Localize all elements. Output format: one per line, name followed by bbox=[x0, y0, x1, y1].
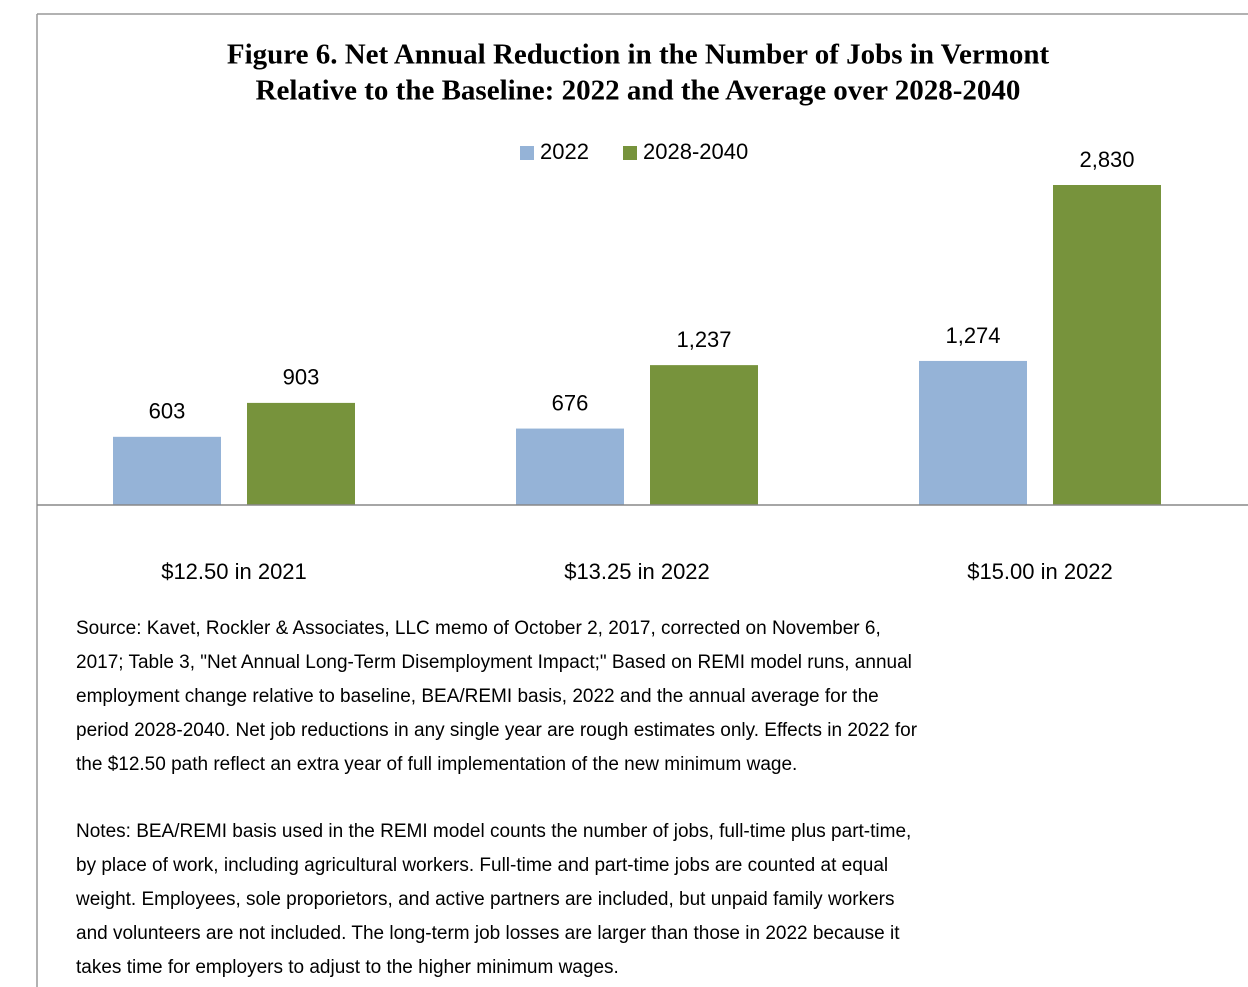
bar bbox=[247, 402, 355, 505]
value-label: 1,237 bbox=[676, 327, 731, 352]
chart-title: Relative to the Baseline: 2022 and the A… bbox=[256, 75, 1021, 107]
value-label: 676 bbox=[552, 390, 589, 415]
source-line: the $12.50 path reflect an extra year of… bbox=[76, 754, 797, 775]
value-label: 903 bbox=[283, 365, 320, 390]
bar bbox=[1053, 185, 1161, 505]
source-line: 2017; Table 3, "Net Annual Long-Term Dis… bbox=[76, 652, 912, 673]
notes-line: weight. Employees, sole proporietors, an… bbox=[75, 889, 894, 910]
notes-line: Notes: BEA/REMI basis used in the REMI m… bbox=[76, 821, 911, 842]
x-tick-label: $12.50 in 2021 bbox=[161, 559, 307, 584]
value-label: 1,274 bbox=[945, 323, 1000, 348]
source-line: Source: Kavet, Rockler & Associates, LLC… bbox=[76, 618, 881, 639]
legend-label: 2022 bbox=[540, 139, 589, 164]
notes-line: by place of work, including agricultural… bbox=[76, 855, 888, 876]
chart-title: Figure 6. Net Annual Reduction in the Nu… bbox=[227, 39, 1050, 71]
bar bbox=[650, 365, 758, 505]
value-label: 2,830 bbox=[1079, 147, 1134, 172]
legend-swatch bbox=[623, 146, 637, 160]
notes-line: takes time for employers to adjust to th… bbox=[76, 957, 619, 978]
legend-swatch bbox=[520, 146, 534, 160]
source-line: employment change relative to baseline, … bbox=[76, 686, 879, 707]
legend-label: 2028-2040 bbox=[643, 139, 748, 164]
bar bbox=[113, 436, 221, 505]
notes-line: and volunteers are not included. The lon… bbox=[76, 923, 900, 944]
value-label: 603 bbox=[149, 399, 186, 424]
source-line: period 2028-2040. Net job reductions in … bbox=[76, 720, 918, 741]
bar bbox=[516, 428, 624, 505]
x-tick-label: $13.25 in 2022 bbox=[564, 559, 710, 584]
x-tick-label: $15.00 in 2022 bbox=[967, 559, 1113, 584]
bar bbox=[919, 360, 1027, 505]
